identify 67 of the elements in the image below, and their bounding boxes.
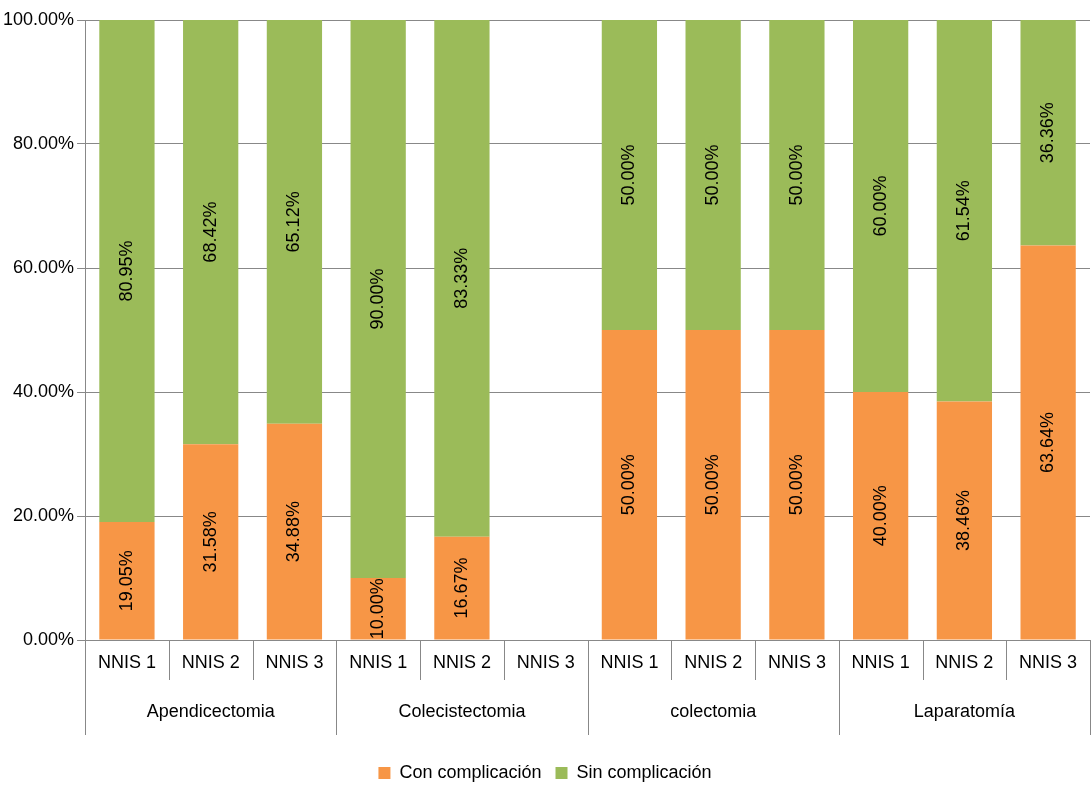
legend-label: Sin complicación [576,761,712,782]
data-label: 61.54% [953,180,974,242]
text: Colecistectomia [398,700,527,721]
x-tick-label: NNIS 1 [600,651,659,672]
data-label: 10.00% [367,578,388,640]
bar [350,20,406,578]
text: Laparatomía [913,700,1016,721]
data-label: 50.00% [702,454,723,516]
bar [434,536,490,640]
data-label: 83.33% [450,247,471,309]
data-label: 90.00% [367,268,388,330]
data-label: 65.12% [283,191,304,253]
x-tick-label: NNIS 1 [97,651,156,672]
data-label: 19.05% [115,550,136,612]
y-tick-label: 0.00% [23,628,75,649]
data-label: 50.00% [785,454,806,516]
y-tick-label: 20.00% [13,504,75,525]
data-label: 50.00% [702,144,723,206]
bar [1020,20,1076,246]
data-label: 40.00% [869,485,890,547]
x-tick-label: NNIS 3 [1019,651,1078,672]
data-label: 38.46% [953,489,974,552]
data-label: 50.00% [785,144,806,206]
y-tick-label: 40.00% [13,380,75,401]
bar [769,20,825,330]
data-label: 80.95% [115,240,136,302]
bar [936,401,993,640]
x-tick-label: NNIS 1 [851,651,910,672]
legend-label: Con complicación [399,761,542,782]
text: Apendicectomia [146,700,276,721]
x-tick-label: NNIS 3 [767,651,826,672]
data-label: 36.36% [1037,102,1058,164]
x-tick-label: NNIS 3 [265,651,324,672]
data-label: 63.64% [1037,411,1058,473]
bar [1020,245,1076,640]
text: colectomia [670,700,758,721]
x-tick-label: NNIS 3 [516,651,575,672]
data-label: 50.00% [618,454,639,516]
bar [685,20,741,330]
bar [266,20,323,424]
data-label: 34.88% [283,501,304,563]
bar [99,20,155,522]
data-label: 68.42% [199,201,220,263]
data-label: 50.00% [618,144,639,206]
bar [434,20,490,537]
x-tick-label: NNIS 1 [349,651,408,672]
x-tick-label: NNIS 2 [432,651,491,672]
bar [183,444,239,640]
x-tick-label: NNIS 2 [684,651,743,672]
bar [936,20,993,402]
y-tick-label: 100.00% [3,8,75,29]
bar [183,20,239,445]
x-tick-label: NNIS 2 [181,651,240,672]
data-label: 31.58% [199,511,220,573]
bar [601,20,658,330]
y-tick-label: 60.00% [13,256,75,277]
y-tick-label: 80.00% [13,132,75,153]
bar [685,330,741,640]
bar [853,392,909,640]
data-label: 16.67% [450,557,471,619]
data-label: 60.00% [869,175,890,237]
bar [266,423,323,640]
bar [853,20,909,392]
bar [769,330,825,640]
x-tick-label: NNIS 2 [935,651,994,672]
bar [99,521,155,640]
bar [601,330,658,640]
